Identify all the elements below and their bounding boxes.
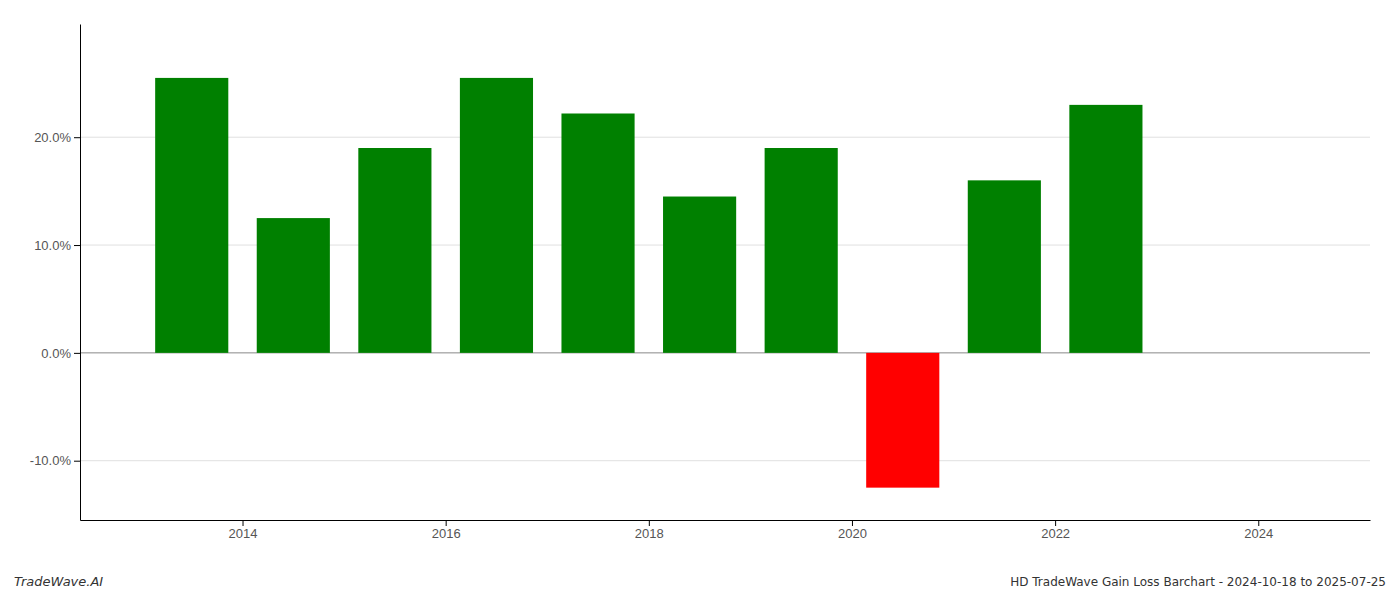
axis-line — [81, 520, 1371, 521]
tick: 2016 — [432, 520, 461, 541]
tick-label: 2018 — [635, 526, 664, 541]
tick-label: 2016 — [432, 526, 461, 541]
tick-mark — [243, 520, 244, 526]
tick: 2022 — [1041, 520, 1070, 541]
tick-label: -10.0% — [30, 453, 72, 468]
bar — [1069, 105, 1142, 353]
watermark: TradeWave.AI — [14, 574, 103, 589]
chart: -10.0% 0.0% 10.0% 20.0% 2014 2016 2018 2020 2022… — [0, 0, 1400, 600]
grid — [80, 137, 1370, 460]
bar — [358, 148, 431, 353]
tick-mark — [74, 461, 80, 462]
tick-mark — [1258, 520, 1259, 526]
x-axis: 2014 2016 2018 2020 2022 2024 — [81, 520, 1371, 541]
bar — [866, 353, 939, 488]
tick-label: 2022 — [1041, 526, 1070, 541]
tick-label: 2020 — [838, 526, 867, 541]
grid-line — [80, 137, 1370, 138]
tick: 10.0% — [34, 238, 80, 253]
tick-mark — [74, 245, 80, 246]
tick: 2014 — [229, 520, 258, 541]
tick-label: 10.0% — [34, 238, 71, 253]
tick-mark — [1055, 520, 1056, 526]
tick-label: 2014 — [229, 526, 258, 541]
bar — [968, 180, 1041, 353]
tick-mark — [74, 137, 80, 138]
grid-line — [80, 460, 1370, 461]
y-axis: -10.0% 0.0% 10.0% 20.0% — [30, 25, 81, 521]
bar — [663, 197, 736, 353]
bars — [155, 78, 1142, 488]
tick-label: 20.0% — [34, 130, 71, 145]
bar — [765, 148, 838, 353]
axis-line — [80, 25, 81, 521]
bar — [155, 78, 228, 353]
tick: -10.0% — [30, 453, 80, 468]
bar — [561, 113, 634, 352]
bar — [257, 218, 330, 353]
tick-mark — [852, 520, 853, 526]
tick-mark — [74, 353, 80, 354]
tick: 0.0% — [41, 346, 80, 361]
bar — [460, 78, 533, 353]
tick: 2020 — [838, 520, 867, 541]
tick: 2018 — [635, 520, 664, 541]
tick-label: 2024 — [1244, 526, 1273, 541]
tick-label: 0.0% — [41, 346, 71, 361]
tick-mark — [649, 520, 650, 526]
tick: 2024 — [1244, 520, 1273, 541]
plot: -10.0% 0.0% 10.0% 20.0% 2014 2016 2018 2020 2022… — [30, 25, 1371, 542]
tick-mark — [446, 520, 447, 526]
title: HD TradeWave Gain Loss Barchart - 2024-1… — [1010, 575, 1386, 589]
tick: 20.0% — [34, 130, 80, 145]
